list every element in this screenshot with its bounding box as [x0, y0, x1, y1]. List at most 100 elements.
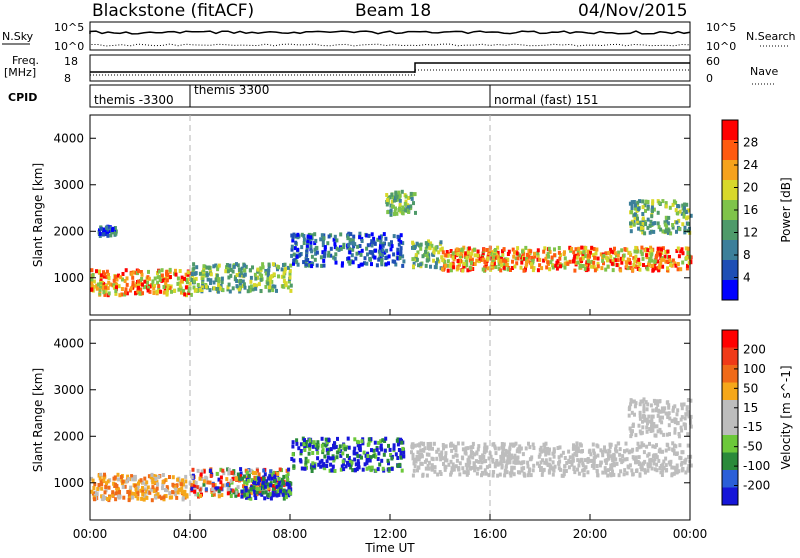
power-scatter-cell [574, 247, 578, 252]
power-scatter-cell [451, 262, 455, 267]
power-scatter-cell [667, 228, 671, 233]
vel-scatter-cell [572, 465, 576, 470]
power-scatter-cell [348, 261, 352, 266]
power-scatter-cell [269, 276, 272, 281]
power-scatter-cell [225, 265, 228, 270]
power-scatter-cell [242, 268, 246, 273]
vel-scatter-cell [461, 441, 465, 446]
power-scatter-cell [647, 261, 651, 266]
power-scatter-cell [120, 287, 124, 291]
velocity-colorbar-tick-label: 200 [743, 342, 766, 356]
vel-scatter-cell [316, 445, 320, 450]
vel-scatter-cell [575, 441, 579, 446]
vel-scatter-cell [121, 479, 125, 484]
power-scatter-cell [511, 266, 514, 270]
freq-panel-frame [89, 54, 691, 82]
power-scatter-cell [634, 203, 637, 208]
power-scatter-cell [568, 245, 572, 250]
power-scatter-cell [513, 250, 516, 255]
power-scatter-cell [624, 260, 628, 265]
power-scatter-cell [332, 237, 336, 242]
power-scatter-cell [370, 262, 373, 267]
power-scatter-cell [538, 257, 542, 262]
vel-scatter-cell [629, 434, 633, 439]
vel-scatter-cell [475, 471, 479, 476]
vel-scatter-cell [671, 447, 675, 452]
vel-scatter-cell [341, 459, 345, 464]
vel-scatter-cell [429, 443, 432, 448]
vel-scatter-cell [576, 446, 580, 451]
power-scatter-cell [456, 266, 460, 271]
power-scatter-cell [162, 278, 166, 283]
power-scatter-cell [231, 286, 235, 291]
vel-scatter-cell [595, 464, 599, 468]
vel-scatter-cell [600, 449, 604, 454]
vel-scatter-cell [91, 478, 95, 483]
vel-scatter-cell [521, 452, 525, 457]
vel-scatter-cell [282, 488, 286, 493]
power-scatter-cell [370, 250, 374, 255]
vel-scatter-cell [662, 459, 666, 464]
velocity-colorbar-tick-label: -50 [743, 440, 763, 454]
vel-scatter-cell [540, 449, 544, 454]
power-scatter-cell [99, 273, 103, 278]
power-scatter-cell [212, 286, 216, 291]
power-scatter-cell [481, 254, 484, 259]
vel-scatter-cell [310, 465, 314, 470]
vel-scatter-cell [496, 473, 500, 478]
vel-scatter-cell [532, 463, 536, 468]
vel-scatter-cell [383, 448, 387, 453]
nsky-label: N.Sky [2, 30, 34, 43]
vel-scatter-cell [655, 443, 658, 448]
power-scatter-cell [226, 266, 230, 271]
vel-scatter-cell [655, 462, 659, 467]
power-scatter-cell [471, 248, 475, 253]
power-scatter-cell [261, 262, 265, 267]
power-scatter-cell [646, 206, 650, 211]
power-scatter-cell [302, 260, 306, 265]
power-scatter-cell [134, 270, 138, 275]
power-scatter-cell [530, 255, 534, 260]
vel-scatter-cell [262, 477, 266, 482]
power-scatter-cell [651, 263, 655, 268]
vel-scatter-cell [623, 457, 627, 462]
power-scatter-cell [192, 266, 196, 271]
power-scatter-cell [264, 284, 268, 289]
power-scatter-cell [473, 253, 477, 258]
power-scatter-cell [248, 288, 252, 293]
power-scatter-cell [114, 231, 118, 236]
vel-scatter-cell [327, 447, 331, 452]
vel-scatter-cell [689, 424, 693, 429]
vel-scatter-cell [277, 482, 281, 487]
vel-scatter-cell [618, 452, 622, 457]
power-scatter-cell [404, 208, 408, 213]
power-scatter-cell [411, 240, 415, 245]
vel-scatter-cell [556, 446, 560, 450]
power-scatter-cell [153, 276, 157, 281]
vel-scatter-cell [112, 476, 116, 481]
power-scatter-cell [496, 255, 500, 259]
power-scatter-cell [637, 257, 641, 262]
power-scatter-cell [168, 267, 172, 272]
power-scatter-cell [95, 269, 98, 274]
vel-scatter-cell [436, 447, 440, 452]
power-scatter-cell [187, 291, 191, 296]
vel-scatter-cell [637, 445, 641, 450]
vel-scatter-cell [477, 459, 481, 464]
vel-scatter-cell [117, 487, 120, 492]
power-scatter-cell [414, 253, 418, 258]
vel-scatter-cell [445, 458, 449, 463]
vel-scatter-cell [299, 442, 303, 447]
power-scatter-cell [205, 272, 209, 277]
vel-scatter-cell [469, 449, 473, 454]
power-scatter-cell [611, 268, 615, 273]
vel-scatter-cell [357, 461, 361, 466]
vel-scatter-cell [464, 449, 468, 454]
vel-scatter-cell [652, 458, 656, 463]
power-scatter-cell [138, 291, 142, 296]
power-scatter-cell [657, 268, 661, 273]
power-scatter-cell [440, 255, 444, 260]
power-scatter-cell [651, 201, 655, 206]
vel-scatter-cell [304, 460, 308, 465]
